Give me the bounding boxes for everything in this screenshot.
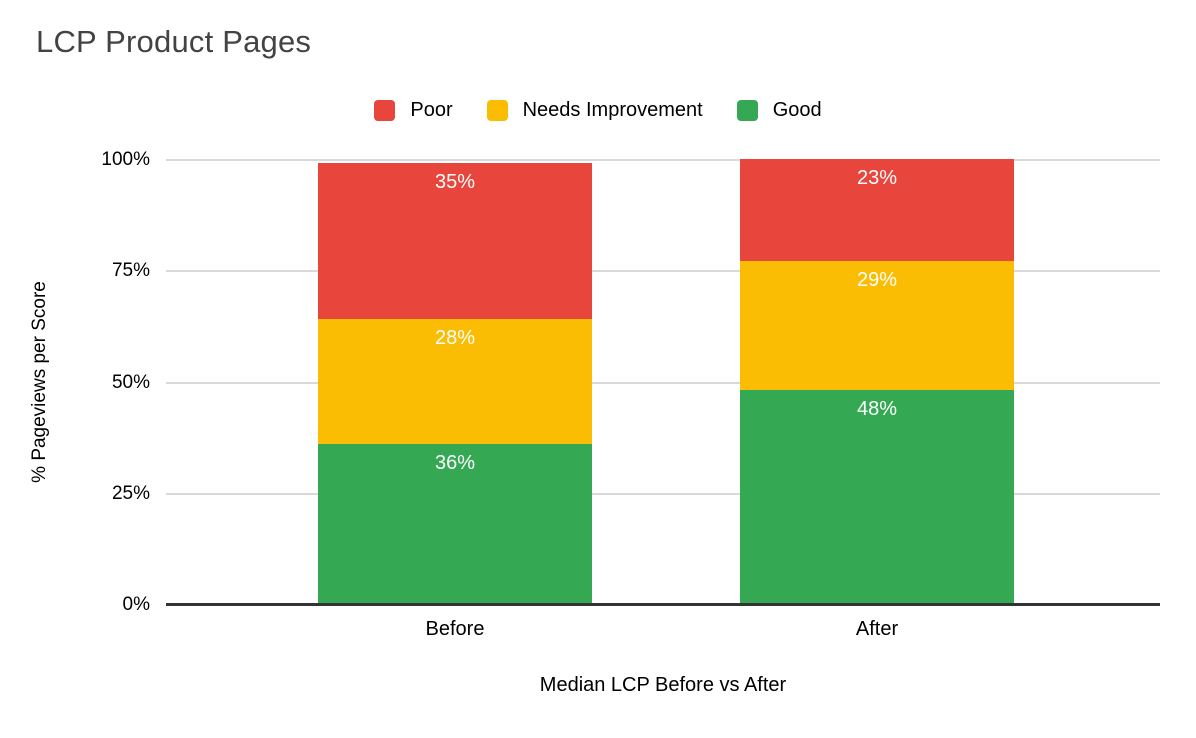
y-tick-label-75: 75%	[111, 260, 150, 282]
legend: Poor Needs Improvement Good	[0, 96, 1196, 124]
bar-after: 48% 29% 23%	[740, 159, 1014, 604]
legend-item-needs-improvement: Needs Improvement	[486, 98, 703, 122]
y-tick-label-100: 100%	[101, 149, 150, 170]
bar-before: 36% 28% 35%	[318, 159, 592, 604]
gridline-100	[166, 159, 1160, 161]
bar-segment-after-poor: 23%	[740, 159, 1014, 262]
x-axis-title: Median LCP Before vs After	[539, 674, 787, 696]
data-label-after-needs-improvement: 29%	[856, 269, 898, 292]
y-axis-title: % Pageviews per Score	[29, 281, 50, 483]
data-label-before-good: 36%	[434, 451, 476, 474]
bar-segment-before-needs-improvement: 28%	[318, 319, 592, 444]
data-label-after-poor: 23%	[856, 167, 898, 190]
legend-swatch-needs-improvement	[486, 99, 508, 121]
gridline-50	[166, 381, 1160, 384]
x-category-label-after: After	[855, 618, 899, 640]
bar-segment-before-good: 36%	[318, 443, 592, 604]
gridline-25	[166, 492, 1160, 495]
legend-label: Poor	[410, 98, 453, 121]
x-axis-line	[166, 603, 1160, 606]
y-tick-label-25: 25%	[111, 482, 150, 504]
bar-segment-after-good: 48%	[740, 390, 1014, 604]
legend-swatch-good	[736, 99, 758, 121]
y-tick-label-50: 50%	[111, 371, 150, 393]
y-tick-label-0: 0%	[122, 594, 150, 615]
plot-area: 36% 28% 35% 48% 29% 23%	[166, 159, 1160, 606]
chart-title: LCP Product Pages	[36, 24, 312, 59]
legend-label: Good	[772, 98, 822, 121]
legend-item-good: Good	[736, 98, 822, 122]
x-category-label-before: Before	[425, 618, 485, 640]
data-label-before-poor: 35%	[434, 171, 476, 194]
data-label-before-needs-improvement: 28%	[434, 327, 476, 350]
bar-segment-before-poor: 35%	[318, 163, 592, 320]
bar-segment-after-needs-improvement: 29%	[740, 261, 1014, 391]
legend-label: Needs Improvement	[522, 98, 703, 121]
legend-swatch-poor	[374, 99, 396, 121]
gridline-75	[166, 270, 1160, 273]
data-label-after-good: 48%	[856, 398, 898, 421]
legend-item-poor: Poor	[374, 98, 453, 122]
